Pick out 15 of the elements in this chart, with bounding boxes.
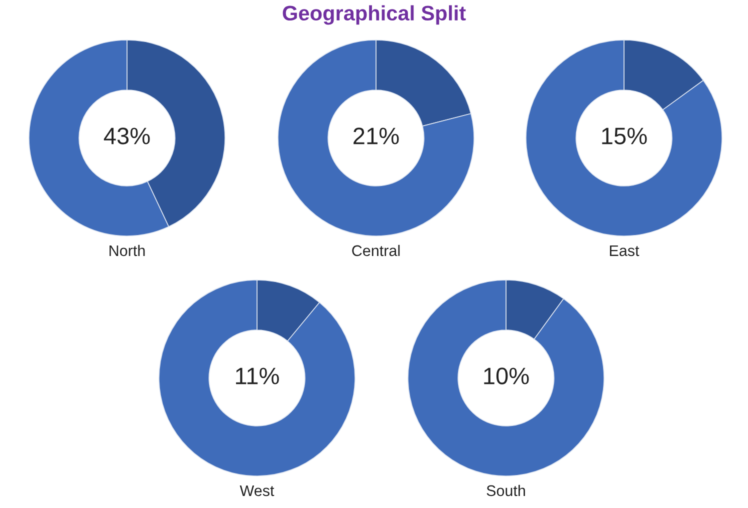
text: North: [110, 244, 145, 256]
donut-slice: [526, 40, 722, 236]
text: West: [240, 485, 274, 496]
donut-slice: [408, 280, 604, 476]
donut-slice: [278, 40, 474, 236]
data-label: 15%: [602, 128, 647, 144]
data-label: 21%: [354, 128, 399, 144]
data-label: 43%: [104, 128, 150, 144]
donut-slice: [158, 280, 356, 476]
text: South: [486, 484, 525, 496]
data-label: 11%: [236, 368, 279, 384]
data-label: 10%: [484, 368, 529, 384]
text: East: [610, 245, 640, 256]
chart-title: Geographical Split: [282, 5, 466, 25]
text: Central: [352, 244, 400, 256]
